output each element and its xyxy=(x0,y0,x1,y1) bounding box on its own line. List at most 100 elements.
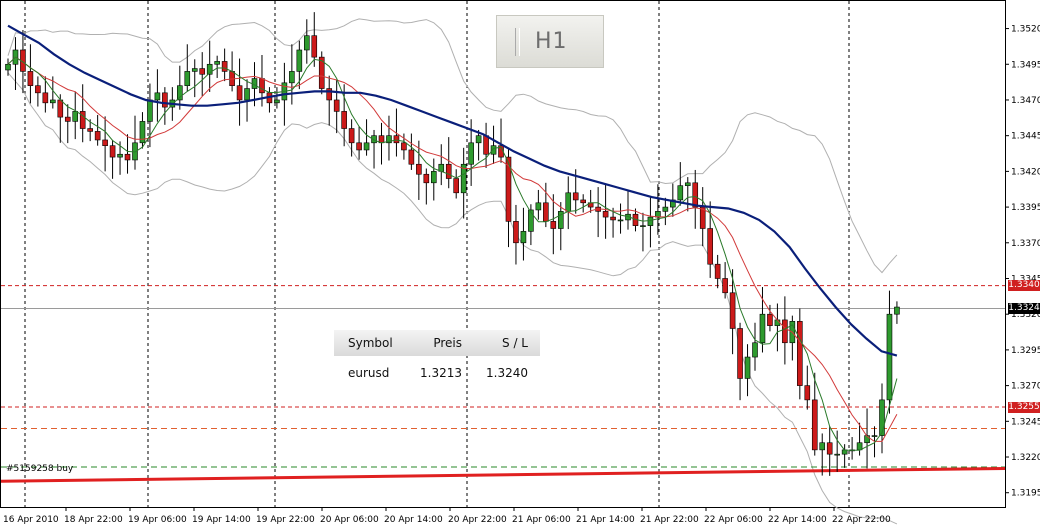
candle-body xyxy=(535,202,542,211)
candle-body xyxy=(259,78,265,94)
candle-body xyxy=(333,99,340,112)
moving-averages xyxy=(7,24,898,451)
candle-body xyxy=(124,153,131,161)
candle-body xyxy=(894,306,900,315)
y-tick-label: 1.3270 xyxy=(1011,382,1040,392)
candle-body xyxy=(513,221,519,244)
x-tick-label: 22 Apr 22:00 xyxy=(832,515,891,525)
candle-body xyxy=(401,142,407,151)
candle-body xyxy=(714,263,721,279)
x-tick-label: 22 Apr 06:00 xyxy=(704,515,763,525)
candle-body xyxy=(79,111,86,129)
order-row: eurusd 1.3213 1.3240 xyxy=(334,356,540,390)
candle-body xyxy=(834,453,840,456)
candle-body xyxy=(602,211,609,218)
y-tick-label: 1.3220 xyxy=(1011,453,1040,463)
candle-body xyxy=(640,225,646,227)
y-tick-label: 1.3195 xyxy=(1011,489,1040,499)
y-tick-label: 1.3520 xyxy=(1011,25,1040,35)
grip-icon xyxy=(515,28,520,56)
candle-body xyxy=(42,92,49,104)
candle-body xyxy=(326,88,333,101)
candle-body xyxy=(677,185,684,201)
candle-body xyxy=(221,61,228,72)
col-price: Preis xyxy=(433,336,462,350)
order-panel-header: Symbol Preis S / L xyxy=(334,330,540,356)
candle-body xyxy=(505,156,512,222)
candle-body xyxy=(109,145,116,158)
candle-body xyxy=(274,99,280,104)
y-tick-label: 1.3245 xyxy=(1011,417,1040,427)
y-tick-label: 1.3395 xyxy=(1011,203,1040,213)
order-symbol: eurusd xyxy=(348,366,390,380)
ma-mid-line xyxy=(7,56,898,442)
candle-body xyxy=(752,342,758,358)
y-tick-label: 1.3470 xyxy=(1011,96,1040,106)
candle-body xyxy=(826,442,833,455)
candle-body xyxy=(408,149,415,165)
candle-body xyxy=(707,228,713,265)
candle-body xyxy=(722,278,728,294)
candle-body xyxy=(528,209,534,232)
candle-body xyxy=(363,142,370,151)
x-tick-label: 21 Apr 22:00 xyxy=(640,515,699,525)
candle-body xyxy=(468,142,474,165)
candle-body xyxy=(184,71,191,86)
candle-body xyxy=(871,435,878,437)
candle-body xyxy=(565,192,572,212)
candle-body xyxy=(154,92,161,101)
candle-body xyxy=(453,178,460,194)
y-tick-label: 1.3495 xyxy=(1011,60,1040,70)
candle-body xyxy=(393,135,400,144)
lower-level-marker: 1.3255 xyxy=(1008,401,1040,413)
candle-body xyxy=(490,145,497,155)
candle-body xyxy=(543,202,549,222)
candle-body xyxy=(572,192,579,201)
order-price: 1.3213 xyxy=(420,366,462,380)
candle-body xyxy=(177,85,183,101)
candle-body xyxy=(684,182,691,186)
candle-body xyxy=(445,163,452,179)
candle-body xyxy=(64,116,71,122)
candle-body xyxy=(94,131,101,141)
candle-body xyxy=(303,35,310,51)
candle-body xyxy=(214,61,220,65)
candle-body xyxy=(550,221,557,229)
candle-body xyxy=(348,128,355,144)
candle-body xyxy=(729,292,736,329)
ma-fast-line xyxy=(7,56,898,451)
y-tick-label: 1.3420 xyxy=(1011,167,1040,177)
candle-body xyxy=(610,216,616,221)
upper-level-marker: 1.3340 xyxy=(1008,280,1040,292)
candle-body xyxy=(117,153,123,158)
candle-body xyxy=(557,211,564,229)
candle-body xyxy=(356,142,362,151)
candle-body xyxy=(483,135,489,155)
order-panel: Symbol Preis S / L eurusd 1.3213 1.3240 xyxy=(334,330,540,390)
candle-body xyxy=(759,313,766,344)
x-tick-label: 19 Apr 14:00 xyxy=(192,515,251,525)
candle-body xyxy=(819,442,826,451)
x-tick-label: 19 Apr 22:00 xyxy=(256,515,315,525)
candle-body xyxy=(87,128,93,132)
candle-body xyxy=(206,63,213,75)
y-tick-label: 1.3295 xyxy=(1011,346,1040,356)
candle-body xyxy=(744,356,751,379)
x-tick-label: 20 Apr 14:00 xyxy=(384,515,443,525)
price-axis: 1.3520 1.3495 1.3470 1.3445 1.3420 1.3395 1.33… xyxy=(1005,25,1040,499)
candle-body xyxy=(371,135,377,144)
candle-body xyxy=(289,71,295,84)
x-tick-label: 18 Apr 22:00 xyxy=(64,515,123,525)
candle-body xyxy=(341,111,347,129)
x-tick-label: 22 Apr 14:00 xyxy=(768,515,827,525)
y-tick-label: 1.3320 xyxy=(1011,310,1040,320)
candle-body xyxy=(520,231,527,244)
candle-body xyxy=(782,319,788,344)
candle-body xyxy=(50,99,56,104)
candle-body xyxy=(147,99,153,122)
x-tick-label: 20 Apr 22:00 xyxy=(448,515,507,525)
candle-body xyxy=(57,99,64,118)
candle-body xyxy=(423,173,430,184)
candle-body xyxy=(102,139,108,146)
